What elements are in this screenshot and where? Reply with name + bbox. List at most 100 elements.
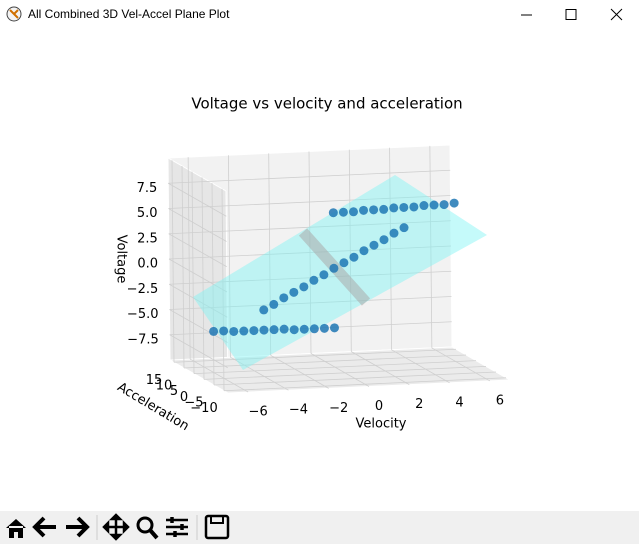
grid xyxy=(168,145,507,393)
x-tick-label: 0 xyxy=(375,399,383,414)
data-point xyxy=(299,282,309,292)
maximize-button[interactable] xyxy=(565,9,577,20)
x-tick-label: 2 xyxy=(415,397,423,412)
data-point xyxy=(269,325,279,335)
data-point xyxy=(269,299,279,309)
y-tick-label: −10 xyxy=(190,401,217,416)
z-grid-line xyxy=(169,283,228,318)
data-point xyxy=(409,202,419,212)
y-tick-label: −5 xyxy=(184,396,203,411)
data-point xyxy=(338,207,348,217)
data-point xyxy=(289,287,299,297)
y-tick-label: 10 xyxy=(156,378,173,393)
z-grid-line xyxy=(168,258,228,293)
data-point xyxy=(359,205,369,215)
configure-button[interactable] xyxy=(166,518,188,536)
z-tick-label: 0.0 xyxy=(137,257,158,272)
title-bar: All Combined 3D Vel-Accel Plane Plot xyxy=(6,6,623,22)
zoom-handle xyxy=(148,528,159,540)
data-point xyxy=(259,305,269,315)
save-icon-label xyxy=(210,515,224,524)
data-point xyxy=(229,326,239,336)
forward-button[interactable] xyxy=(66,516,90,538)
home-button[interactable] xyxy=(6,519,26,538)
z-tick-label: −5.0 xyxy=(127,307,159,322)
z-grid-line xyxy=(168,169,451,184)
window-title: All Combined 3D Vel-Accel Plane Plot xyxy=(28,7,230,21)
data-point xyxy=(379,235,389,245)
chart-title: Voltage vs velocity and acceleration xyxy=(191,95,462,113)
data-point xyxy=(369,205,379,215)
z-grid-line xyxy=(168,182,227,217)
data-point xyxy=(249,326,259,336)
x-grid-line xyxy=(189,358,249,393)
data-point xyxy=(279,324,289,334)
x-tick-label: −6 xyxy=(249,405,268,420)
data-point xyxy=(329,263,339,273)
x-tick-label: 4 xyxy=(455,395,463,410)
y-grid-line xyxy=(223,377,507,392)
data-point xyxy=(429,200,439,210)
data-point xyxy=(309,324,319,334)
toolbar xyxy=(0,511,639,544)
data-point xyxy=(219,326,229,336)
data-point xyxy=(419,201,429,211)
data-point xyxy=(369,240,379,250)
data-point xyxy=(319,270,329,280)
z-grid-line xyxy=(168,195,451,209)
data-point xyxy=(309,275,319,285)
data-point xyxy=(329,323,339,333)
x-grid-line xyxy=(391,349,450,384)
data-point xyxy=(348,207,358,217)
y-grid-line xyxy=(173,348,457,363)
y-grid-line xyxy=(183,354,467,369)
data-point xyxy=(328,208,338,218)
x-grid-line xyxy=(431,347,491,382)
points xyxy=(209,198,459,336)
data-point xyxy=(359,246,369,256)
back-button[interactable] xyxy=(32,516,56,538)
data-point xyxy=(389,203,399,213)
data-point xyxy=(279,293,289,303)
data-point xyxy=(379,204,389,214)
pan-button[interactable] xyxy=(102,513,130,541)
x-grid-line xyxy=(310,353,370,387)
data-point xyxy=(319,323,329,333)
x-grid-line xyxy=(270,355,329,389)
data-point xyxy=(209,326,219,336)
x-grid-line xyxy=(230,356,289,391)
data-point xyxy=(339,258,349,268)
data-point xyxy=(239,326,249,336)
y-grid-line xyxy=(203,365,487,380)
close-button[interactable] xyxy=(610,8,623,21)
z-tick-label: −2.5 xyxy=(127,282,159,297)
y-grid-line xyxy=(193,360,477,375)
x-grid-line xyxy=(351,351,410,385)
app-icon-mark xyxy=(9,9,19,19)
x-tick-label: −2 xyxy=(329,401,348,416)
data-point xyxy=(439,200,449,210)
data-point xyxy=(259,325,269,335)
z-axis-label: Voltage xyxy=(114,235,129,284)
z-tick-label: −7.5 xyxy=(127,332,159,347)
data-point xyxy=(399,223,409,233)
x-tick-label: −4 xyxy=(289,403,308,418)
data-point xyxy=(449,198,459,208)
y-tick-label: 15 xyxy=(146,373,163,388)
z-grid-line xyxy=(168,220,451,235)
data-point xyxy=(289,325,299,335)
z-tick-label: 7.5 xyxy=(137,181,158,196)
toolbar-bg xyxy=(0,511,639,544)
configure-knobs xyxy=(170,517,184,537)
y-tick-label: 0 xyxy=(180,390,188,405)
z-grid-line xyxy=(168,233,227,268)
z-grid-line xyxy=(168,208,227,242)
z-grid-line xyxy=(169,334,228,369)
z-tick-label: 2.5 xyxy=(137,231,158,246)
z-grid-line xyxy=(169,296,452,310)
z-grid-line xyxy=(169,309,228,343)
y-tick-label: 5 xyxy=(170,384,178,399)
zoom-button[interactable] xyxy=(136,516,154,534)
data-point xyxy=(349,252,359,262)
